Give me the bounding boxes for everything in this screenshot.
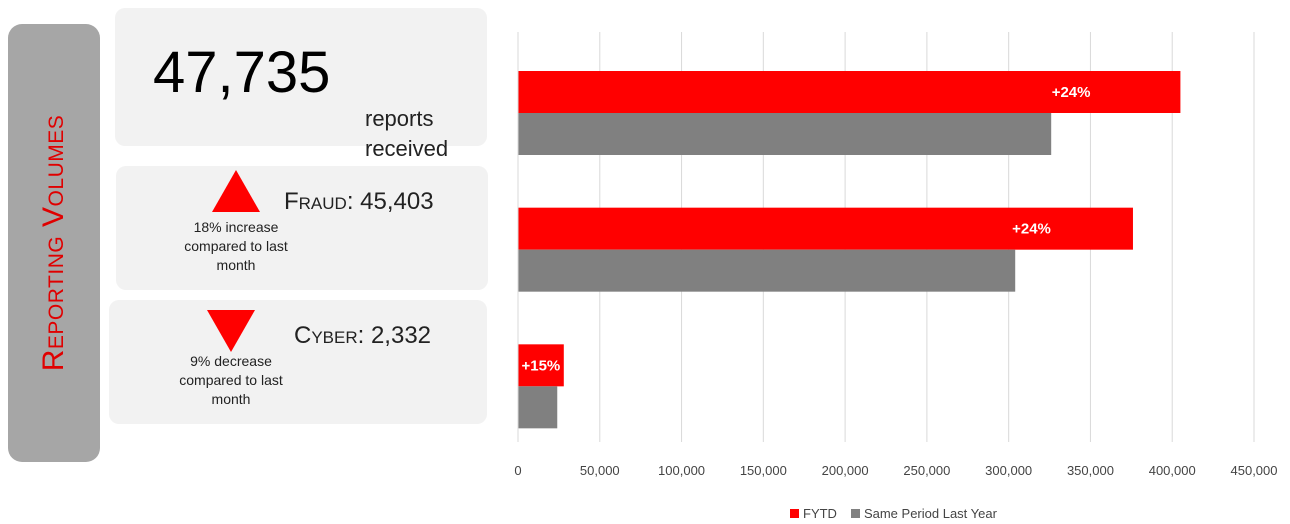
total-reports-card: 47,735 reports received: [115, 8, 487, 161]
bar-data-label: +24%: [1052, 84, 1091, 101]
legend-item-fytd: FYTD: [790, 506, 837, 521]
chart-legend: FYTD Same Period Last Year: [790, 506, 997, 521]
bar-data-label: +24%: [1012, 221, 1051, 238]
x-tick-label: 150,000: [740, 463, 787, 478]
total-reports-label: reports received: [365, 106, 449, 161]
x-tick-label: 0: [514, 463, 521, 478]
x-tick-label: 300,000: [985, 463, 1032, 478]
bar-fytd: [518, 344, 564, 387]
bar-fytd: [518, 207, 1133, 250]
bar-fytd: [518, 71, 1181, 113]
fraud-card: 18% increase compared to last month Frau…: [116, 166, 488, 290]
x-tick-label: 450,000: [1231, 463, 1278, 478]
cyber-change-note: 9% decrease compared to last month: [179, 353, 283, 407]
side-tab: Reporting Volumes: [8, 24, 100, 462]
x-tick-label: 200,000: [822, 463, 869, 478]
legend-swatch-fytd: [790, 509, 799, 518]
bar-last-year: [518, 249, 1016, 292]
x-tick-label: 250,000: [903, 463, 950, 478]
x-tick-label: 50,000: [580, 463, 620, 478]
increase-arrow-icon: [212, 170, 260, 212]
x-tick-label: 100,000: [658, 463, 705, 478]
bar-last-year: [518, 386, 558, 429]
fraud-count-label: Fraud: 45,403: [284, 188, 434, 215]
cyber-count-label: Cyber: 2,332: [294, 322, 432, 349]
legend-label-fytd: FYTD: [803, 506, 837, 521]
legend-label-last-year: Same Period Last Year: [863, 506, 997, 521]
decrease-arrow-icon: [207, 310, 255, 352]
total-reports-value: 47,735: [153, 40, 331, 105]
x-tick-label: 400,000: [1149, 463, 1196, 478]
legend-item-last-year: Same Period Last Year: [850, 506, 997, 521]
legend-swatch-last-year: [850, 509, 860, 518]
fraud-change-note: 18% increase compared to last month: [184, 219, 288, 273]
x-tick-label: 350,000: [1067, 463, 1114, 478]
cyber-card: 9% decrease compared to last month Cyber…: [109, 300, 487, 424]
bar-data-label: +15%: [521, 357, 560, 374]
bar-last-year: [518, 113, 1052, 155]
